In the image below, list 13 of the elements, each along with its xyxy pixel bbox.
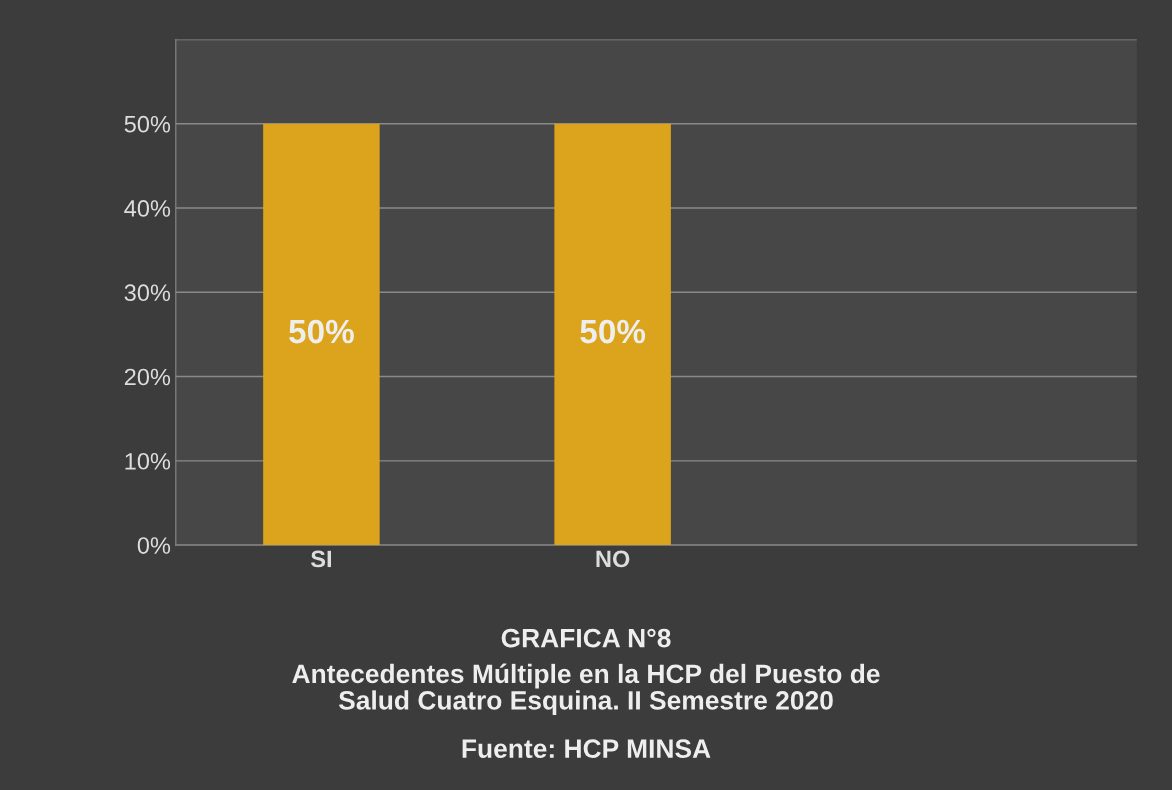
data-label: 50% bbox=[580, 319, 646, 344]
y-tick-label: 0% bbox=[137, 537, 171, 554]
y-tick-label: 40% bbox=[124, 200, 171, 217]
y-tick-label: 50% bbox=[124, 115, 171, 133]
text: GRAFICA N°8 bbox=[501, 628, 671, 648]
y-tick-label: 30% bbox=[124, 284, 171, 302]
x-tick-label: NO bbox=[596, 550, 630, 568]
y-tick-label: 10% bbox=[125, 452, 171, 470]
source-note: Fuente: HCP MINSA bbox=[462, 739, 711, 759]
text: Antecedentes Múltiple en la HCP del Puesto de Salud Cuatro Esquina. II Semestre 2020 bbox=[292, 663, 880, 715]
x-tick-label: SI bbox=[310, 550, 331, 568]
y-tick-label: 20% bbox=[124, 368, 171, 386]
data-label: 50% bbox=[289, 319, 354, 344]
